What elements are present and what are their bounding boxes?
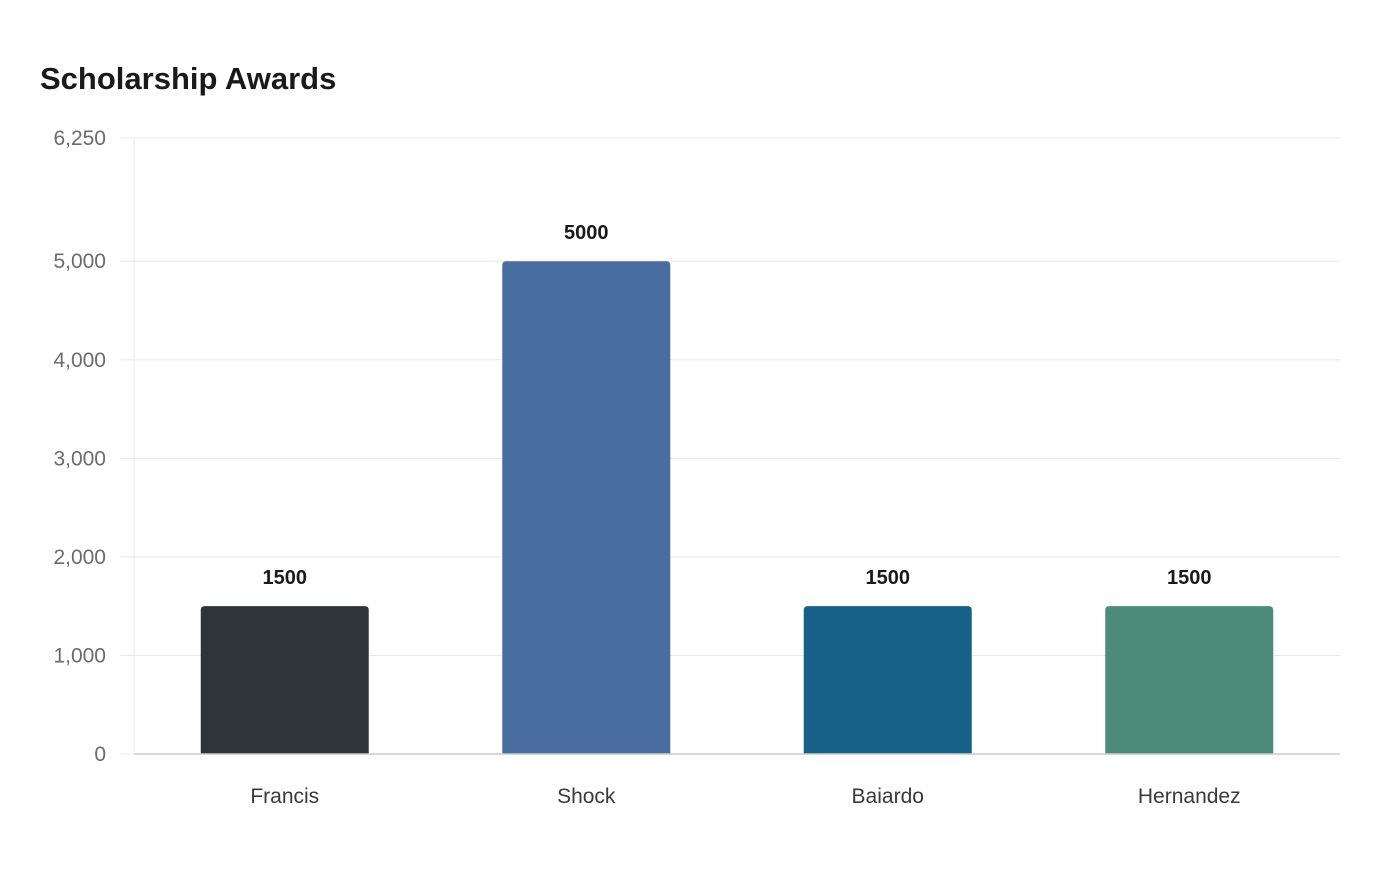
bar-shock — [502, 261, 671, 754]
x-category-label: Hernandez — [1138, 785, 1241, 808]
y-tick-label: 2,000 — [53, 546, 106, 569]
value-label: 5000 — [564, 222, 609, 244]
chart-title: Scholarship Awards — [40, 61, 337, 96]
y-tick-label: 5,000 — [53, 250, 106, 273]
y-tick-label: 3,000 — [53, 447, 106, 470]
bar-baiardo — [803, 606, 972, 754]
y-tick-label: 6,250 — [53, 127, 106, 150]
x-category-label: Francis — [250, 785, 319, 808]
axes — [133, 138, 1340, 755]
y-tick-label: 1,000 — [53, 644, 106, 667]
value-label: 1500 — [866, 567, 911, 589]
x-category-label: Shock — [557, 785, 616, 808]
value-label: 1500 — [1167, 567, 1212, 589]
labels: 0 1,000 2,000 3,000 4,000 5,000 6,250 1500 Franc… — [53, 127, 1240, 808]
bar-hernandez — [1105, 606, 1274, 754]
y-tick-label: 0 — [94, 743, 106, 766]
bar-francis — [200, 606, 369, 754]
bars — [200, 261, 1274, 754]
y-tick-label: 4,000 — [53, 349, 106, 372]
x-category-label: Baiardo — [852, 785, 924, 808]
value-label: 1500 — [263, 567, 308, 589]
